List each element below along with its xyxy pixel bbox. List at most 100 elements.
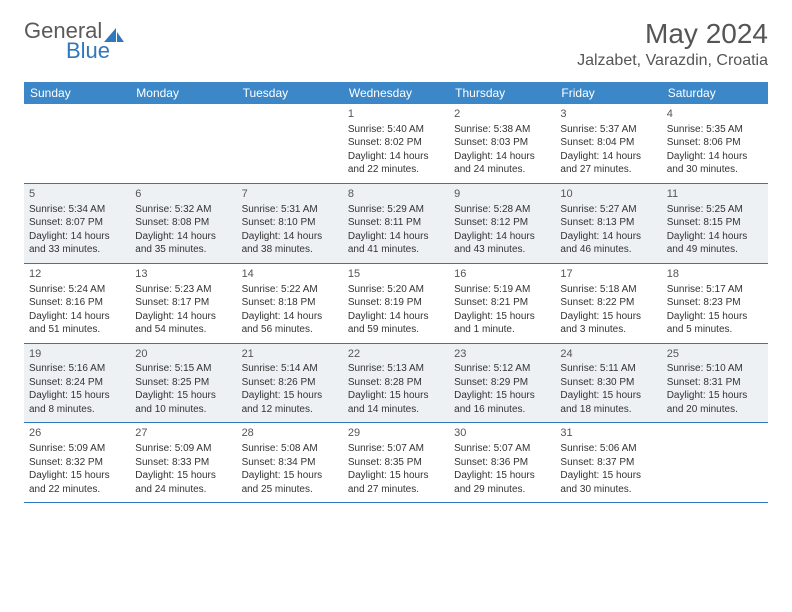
sunset-text: Sunset: 8:11 PM <box>348 216 444 230</box>
logo-text-blue: Blue <box>66 38 110 63</box>
week-row: 12Sunrise: 5:24 AMSunset: 8:16 PMDayligh… <box>24 264 768 344</box>
day-cell: 16Sunrise: 5:19 AMSunset: 8:21 PMDayligh… <box>449 264 555 343</box>
sunset-text: Sunset: 8:22 PM <box>560 296 656 310</box>
day-number: 7 <box>242 187 338 202</box>
day-number: 16 <box>454 267 550 282</box>
day-cell: 30Sunrise: 5:07 AMSunset: 8:36 PMDayligh… <box>449 423 555 502</box>
sunrise-text: Sunrise: 5:15 AM <box>135 362 231 376</box>
sunset-text: Sunset: 8:18 PM <box>242 296 338 310</box>
day-cell: 22Sunrise: 5:13 AMSunset: 8:28 PMDayligh… <box>343 344 449 423</box>
day-number: 13 <box>135 267 231 282</box>
day-cell: 4Sunrise: 5:35 AMSunset: 8:06 PMDaylight… <box>662 104 768 183</box>
calendar: SundayMondayTuesdayWednesdayThursdayFrid… <box>24 82 768 503</box>
daylight-text: Daylight: 14 hours <box>560 150 656 164</box>
daylight-text: and 30 minutes. <box>560 483 656 497</box>
daylight-text: Daylight: 14 hours <box>454 150 550 164</box>
daylight-text: Daylight: 15 hours <box>454 310 550 324</box>
day-number: 29 <box>348 426 444 441</box>
day-header-saturday: Saturday <box>662 82 768 104</box>
day-cell: 3Sunrise: 5:37 AMSunset: 8:04 PMDaylight… <box>555 104 661 183</box>
day-header-sunday: Sunday <box>24 82 130 104</box>
day-number: 27 <box>135 426 231 441</box>
daylight-text: and 3 minutes. <box>560 323 656 337</box>
daylight-text: and 20 minutes. <box>667 403 763 417</box>
daylight-text: and 30 minutes. <box>667 163 763 177</box>
day-number: 20 <box>135 347 231 362</box>
day-number: 24 <box>560 347 656 362</box>
daylight-text: Daylight: 15 hours <box>667 389 763 403</box>
sunrise-text: Sunrise: 5:32 AM <box>135 203 231 217</box>
title-block: May 2024 Jalzabet, Varazdin, Croatia <box>577 18 768 70</box>
sunrise-text: Sunrise: 5:23 AM <box>135 283 231 297</box>
daylight-text: and 24 minutes. <box>454 163 550 177</box>
sunrise-text: Sunrise: 5:17 AM <box>667 283 763 297</box>
sunset-text: Sunset: 8:15 PM <box>667 216 763 230</box>
daylight-text: and 22 minutes. <box>348 163 444 177</box>
sunset-text: Sunset: 8:17 PM <box>135 296 231 310</box>
logo: GeneralBlue <box>24 18 126 64</box>
sunset-text: Sunset: 8:16 PM <box>29 296 125 310</box>
sunset-text: Sunset: 8:36 PM <box>454 456 550 470</box>
day-header-row: SundayMondayTuesdayWednesdayThursdayFrid… <box>24 82 768 104</box>
day-cell: 11Sunrise: 5:25 AMSunset: 8:15 PMDayligh… <box>662 184 768 263</box>
daylight-text: Daylight: 14 hours <box>348 150 444 164</box>
daylight-text: Daylight: 14 hours <box>454 230 550 244</box>
daylight-text: Daylight: 14 hours <box>29 310 125 324</box>
sunrise-text: Sunrise: 5:09 AM <box>135 442 231 456</box>
sunrise-text: Sunrise: 5:11 AM <box>560 362 656 376</box>
sunset-text: Sunset: 8:10 PM <box>242 216 338 230</box>
day-number: 6 <box>135 187 231 202</box>
week-row: 26Sunrise: 5:09 AMSunset: 8:32 PMDayligh… <box>24 423 768 503</box>
day-number: 12 <box>29 267 125 282</box>
day-header-thursday: Thursday <box>449 82 555 104</box>
daylight-text: Daylight: 14 hours <box>560 230 656 244</box>
day-cell: 13Sunrise: 5:23 AMSunset: 8:17 PMDayligh… <box>130 264 236 343</box>
daylight-text: and 16 minutes. <box>454 403 550 417</box>
daylight-text: and 22 minutes. <box>29 483 125 497</box>
sunset-text: Sunset: 8:34 PM <box>242 456 338 470</box>
daylight-text: Daylight: 15 hours <box>667 310 763 324</box>
day-cell <box>237 104 343 183</box>
day-cell: 1Sunrise: 5:40 AMSunset: 8:02 PMDaylight… <box>343 104 449 183</box>
sunrise-text: Sunrise: 5:07 AM <box>348 442 444 456</box>
day-cell: 21Sunrise: 5:14 AMSunset: 8:26 PMDayligh… <box>237 344 343 423</box>
month-title: May 2024 <box>577 18 768 50</box>
day-header-wednesday: Wednesday <box>343 82 449 104</box>
week-row: 5Sunrise: 5:34 AMSunset: 8:07 PMDaylight… <box>24 184 768 264</box>
day-cell: 6Sunrise: 5:32 AMSunset: 8:08 PMDaylight… <box>130 184 236 263</box>
sunrise-text: Sunrise: 5:31 AM <box>242 203 338 217</box>
sunrise-text: Sunrise: 5:27 AM <box>560 203 656 217</box>
daylight-text: and 25 minutes. <box>242 483 338 497</box>
sunset-text: Sunset: 8:25 PM <box>135 376 231 390</box>
daylight-text: Daylight: 15 hours <box>348 389 444 403</box>
day-number: 22 <box>348 347 444 362</box>
sunset-text: Sunset: 8:19 PM <box>348 296 444 310</box>
daylight-text: and 56 minutes. <box>242 323 338 337</box>
daylight-text: and 1 minute. <box>454 323 550 337</box>
sunrise-text: Sunrise: 5:06 AM <box>560 442 656 456</box>
location-text: Jalzabet, Varazdin, Croatia <box>577 52 768 70</box>
day-cell: 19Sunrise: 5:16 AMSunset: 8:24 PMDayligh… <box>24 344 130 423</box>
daylight-text: Daylight: 14 hours <box>242 310 338 324</box>
day-cell: 24Sunrise: 5:11 AMSunset: 8:30 PMDayligh… <box>555 344 661 423</box>
sunset-text: Sunset: 8:26 PM <box>242 376 338 390</box>
sunset-text: Sunset: 8:21 PM <box>454 296 550 310</box>
daylight-text: and 12 minutes. <box>242 403 338 417</box>
sunset-text: Sunset: 8:30 PM <box>560 376 656 390</box>
day-number: 10 <box>560 187 656 202</box>
day-header-tuesday: Tuesday <box>237 82 343 104</box>
sunrise-text: Sunrise: 5:24 AM <box>29 283 125 297</box>
week-row: 1Sunrise: 5:40 AMSunset: 8:02 PMDaylight… <box>24 104 768 184</box>
sunrise-text: Sunrise: 5:09 AM <box>29 442 125 456</box>
day-number: 31 <box>560 426 656 441</box>
daylight-text: Daylight: 14 hours <box>667 230 763 244</box>
day-number: 4 <box>667 107 763 122</box>
sunset-text: Sunset: 8:35 PM <box>348 456 444 470</box>
sunset-text: Sunset: 8:31 PM <box>667 376 763 390</box>
day-cell: 14Sunrise: 5:22 AMSunset: 8:18 PMDayligh… <box>237 264 343 343</box>
day-cell: 18Sunrise: 5:17 AMSunset: 8:23 PMDayligh… <box>662 264 768 343</box>
day-cell: 25Sunrise: 5:10 AMSunset: 8:31 PMDayligh… <box>662 344 768 423</box>
sunset-text: Sunset: 8:07 PM <box>29 216 125 230</box>
day-cell <box>24 104 130 183</box>
day-number: 21 <box>242 347 338 362</box>
